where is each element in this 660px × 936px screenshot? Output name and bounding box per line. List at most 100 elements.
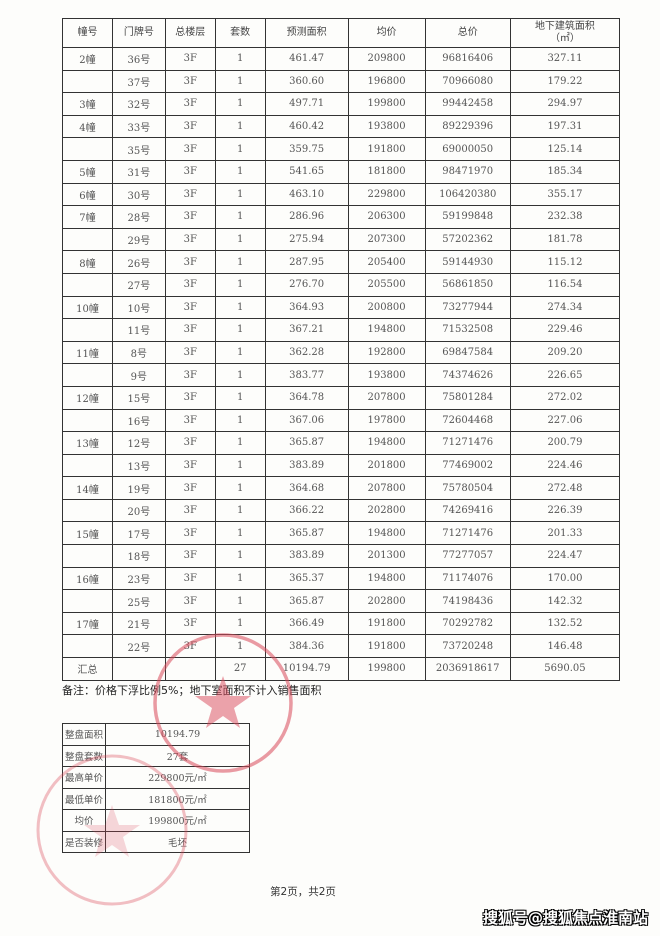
table-row: 8幢 26号 3F 1 287.95 205400 59144930 115.12 — [62, 250, 621, 274]
table-cell: 360.60 — [264, 69, 349, 94]
table-row: 9号 3F 1 383.77 193800 74374626 226.65 — [62, 363, 621, 387]
summary-value: 181800元/㎡ — [105, 787, 250, 810]
table-cell: 74198436 — [424, 589, 511, 613]
table-cell: 18号 — [111, 544, 166, 568]
column-header: 预测面积 — [264, 18, 349, 48]
table-cell: 181.78 — [509, 227, 621, 252]
table-cell: 3F — [164, 589, 216, 613]
table-cell: 3F — [164, 92, 216, 116]
table-cell: 170.00 — [509, 566, 621, 591]
table-cell: 294.97 — [509, 92, 621, 116]
table-cell: 72604468 — [424, 408, 511, 433]
table-cell: 10号 — [111, 295, 166, 320]
table-cell: 28号 — [111, 205, 166, 229]
table-cell: 70292782 — [424, 611, 511, 636]
table-cell: 383.77 — [264, 363, 349, 387]
table-cell: 229.46 — [509, 318, 621, 342]
table-cell: 191800 — [347, 634, 426, 659]
table-cell: 199800 — [347, 92, 426, 116]
table-cell: 12幢 — [62, 385, 113, 410]
column-header: 地下建筑面积 （㎡） — [509, 18, 621, 48]
table-cell: 1 — [214, 318, 266, 342]
table-cell: 194800 — [347, 318, 426, 342]
table-row: 12幢 15号 3F 1 364.78 207800 75801284 272.02 — [62, 385, 621, 410]
table-cell: 226.39 — [509, 498, 621, 523]
table-cell: 22号 — [111, 634, 166, 659]
summary-row: 均价 199800元/㎡ — [62, 809, 250, 832]
table-cell: 205500 — [347, 272, 426, 297]
table-cell: 23号 — [111, 566, 166, 591]
table-header-row: 幢号 门牌号 总楼层 套数 预测面积 均价 总价 地下建筑面积 （㎡） — [62, 18, 621, 48]
table-cell: 362.28 — [264, 340, 349, 365]
table-cell — [62, 634, 113, 659]
table-cell: 179.22 — [509, 69, 621, 94]
table-cell: 191800 — [347, 137, 426, 161]
table-cell: 3F — [164, 363, 216, 387]
table-cell: 59144930 — [424, 250, 511, 274]
table-cell: 77277057 — [424, 544, 511, 568]
table-cell: 146.48 — [509, 634, 621, 659]
table-cell: 1 — [214, 227, 266, 252]
table-row: 3幢 32号 3F 1 497.71 199800 99442458 294.97 — [62, 92, 621, 116]
table-cell: 274.34 — [509, 295, 621, 320]
table-cell: 463.10 — [264, 182, 349, 207]
table-cell: 3F — [164, 250, 216, 274]
table-cell: 275.94 — [264, 227, 349, 252]
table-row: 37号 3F 1 360.60 196800 70966080 179.22 — [62, 69, 621, 94]
table-cell: 73720248 — [424, 634, 511, 659]
page-number: 第2页，共2页 — [270, 886, 336, 898]
table-cell: 14幢 — [62, 476, 113, 500]
table-cell: 365.87 — [264, 431, 349, 455]
table-cell: 1 — [214, 611, 266, 636]
table-cell: 202800 — [347, 589, 426, 613]
table-cell: 1 — [214, 272, 266, 297]
table-cell: 1 — [214, 114, 266, 139]
table-cell — [111, 657, 166, 681]
column-header: 均价 — [347, 18, 426, 48]
table-cell: 25号 — [111, 589, 166, 613]
table-cell: 106420380 — [424, 182, 511, 207]
summary-row: 最低单价 181800元/㎡ — [62, 787, 250, 810]
table-cell: 8号 — [111, 340, 166, 365]
table-cell: 77469002 — [424, 453, 511, 478]
table-cell: 5幢 — [62, 159, 113, 184]
table-cell: 194800 — [347, 521, 426, 546]
table-cell: 132.52 — [509, 611, 621, 636]
summary-label: 整盘面积 — [62, 723, 106, 746]
table-cell: 1 — [214, 634, 266, 659]
table-cell: 276.70 — [264, 272, 349, 297]
table-cell: 98471970 — [424, 159, 511, 184]
table-cell: 200800 — [347, 295, 426, 320]
table-cell: 59199848 — [424, 205, 511, 229]
table-cell: 383.89 — [264, 544, 349, 568]
table-cell: 6幢 — [62, 182, 113, 207]
table-cell: 364.93 — [264, 295, 349, 320]
table-cell: 272.48 — [509, 476, 621, 500]
table-cell: 1 — [214, 431, 266, 455]
table-cell: 1 — [214, 205, 266, 229]
table-row: 13号 3F 1 383.89 201800 77469002 224.46 — [62, 453, 621, 478]
summary-row: 是否装修 毛坯 — [62, 830, 250, 853]
table-cell: 196800 — [347, 69, 426, 94]
table-cell — [62, 408, 113, 433]
table-cell: 21号 — [111, 611, 166, 636]
table-cell: 193800 — [347, 363, 426, 387]
table-row: 22号 3F 1 384.36 191800 73720248 146.48 — [62, 634, 621, 659]
table-cell: 365.87 — [264, 521, 349, 546]
table-cell: 3F — [164, 385, 216, 410]
table-row: 29号 3F 1 275.94 207300 57202362 181.78 — [62, 227, 621, 252]
table-cell: 1 — [214, 69, 266, 94]
table-cell: 355.17 — [509, 182, 621, 207]
table-cell: 1 — [214, 250, 266, 274]
table-cell: 232.38 — [509, 205, 621, 229]
summary-value: 199800元/㎡ — [105, 809, 250, 832]
table-cell: 3幢 — [62, 92, 113, 116]
table-cell: 30号 — [111, 182, 166, 207]
table-cell: 197800 — [347, 408, 426, 433]
table-cell: 3F — [164, 498, 216, 523]
table-cell: 3F — [164, 159, 216, 184]
table-cell: 74374626 — [424, 363, 511, 387]
table-cell: 207800 — [347, 385, 426, 410]
table-cell: 1 — [214, 498, 266, 523]
table-cell — [62, 137, 113, 161]
